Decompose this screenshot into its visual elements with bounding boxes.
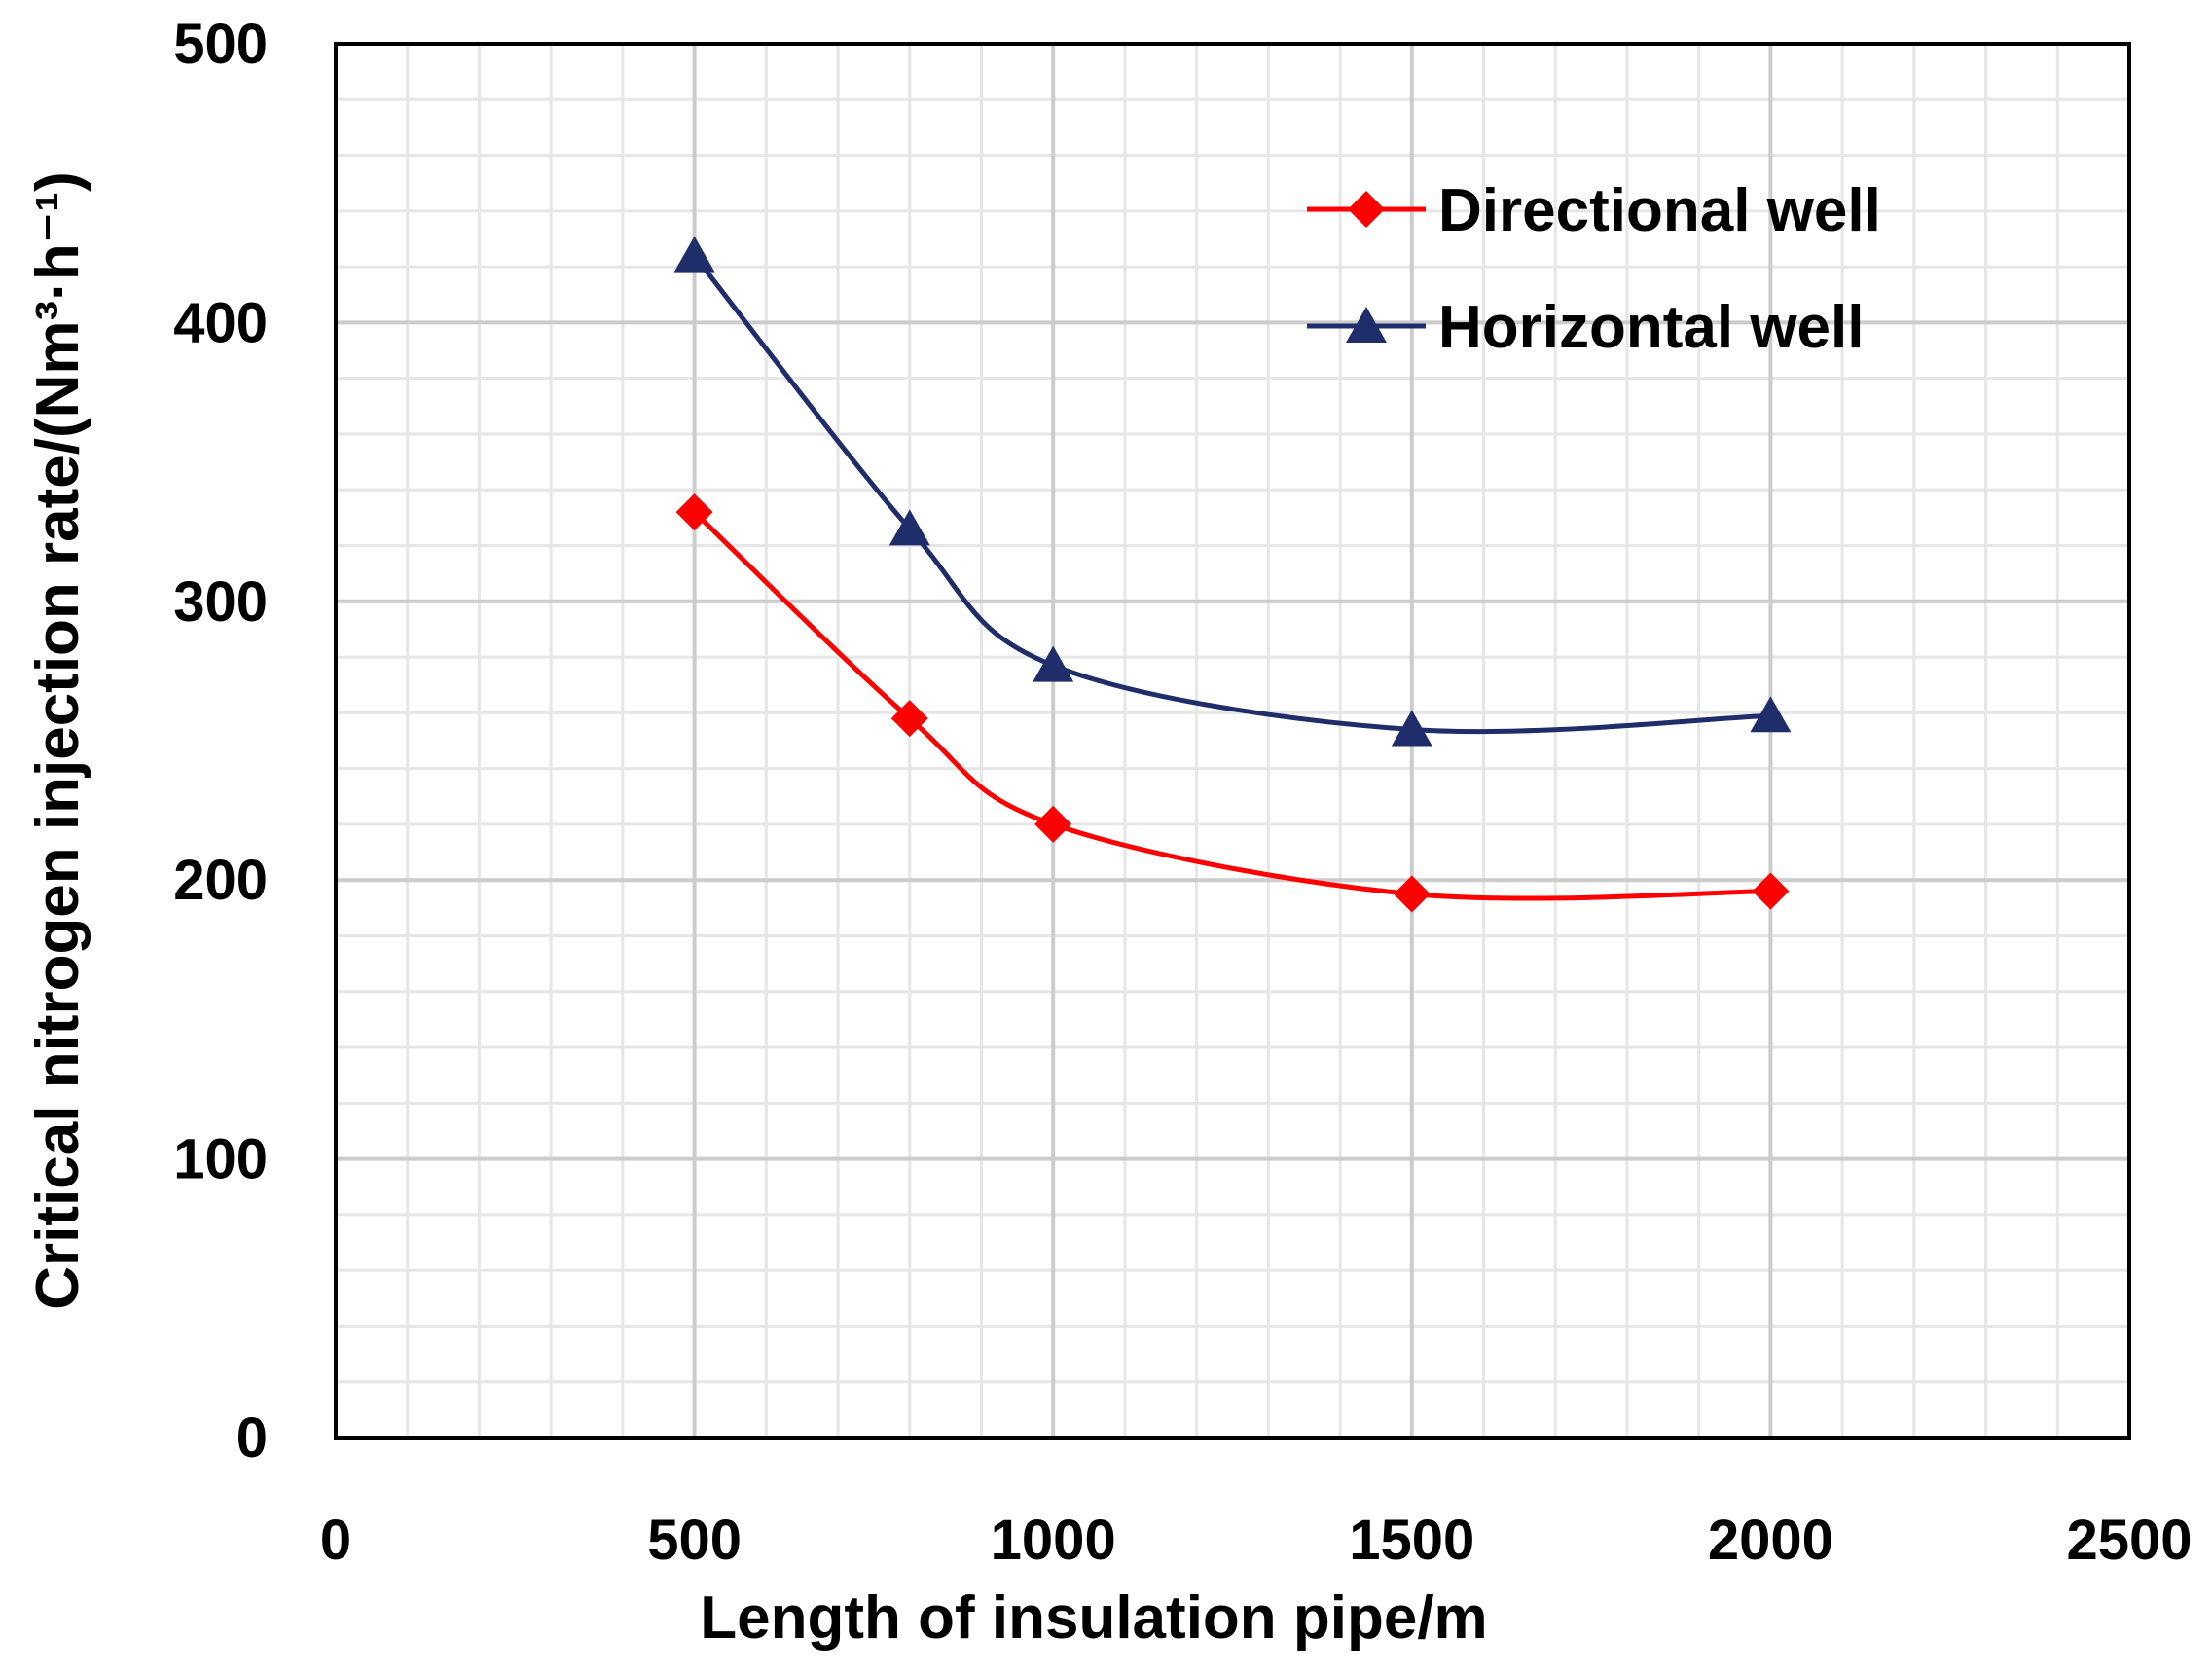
x-tick-label: 1500 <box>1349 1509 1474 1572</box>
y-tick-label: 400 <box>173 291 268 354</box>
minor-gridlines <box>336 44 2129 1438</box>
x-axis-title: Length of insulation pipe/m <box>700 1585 1487 1652</box>
data-point-directional-well <box>675 493 713 531</box>
plot-area-border <box>334 42 2131 1440</box>
data-point-horizontal-well <box>888 509 930 546</box>
y-tick-label: 300 <box>173 570 268 634</box>
x-axis-tick-labels: 0 500 1000 1500 2000 2500 <box>320 1509 2193 1572</box>
major-gridlines <box>336 44 2129 1438</box>
legend-marker-directional-well <box>1348 191 1385 228</box>
y-tick-label: 100 <box>173 1128 268 1191</box>
series-markers <box>673 236 1792 913</box>
x-tick-label: 2500 <box>2066 1509 2192 1572</box>
data-point-directional-well <box>1034 805 1072 843</box>
y-tick-label: 0 <box>236 1406 268 1470</box>
y-tick-label: 500 <box>173 13 268 76</box>
y-tick-label: 200 <box>173 849 268 912</box>
legend-marker-horizontal-well <box>1346 307 1387 343</box>
legend-label-horizontal-well: Horizontal well <box>1438 294 1864 361</box>
data-point-directional-well <box>1752 872 1790 910</box>
data-point-horizontal-well <box>673 236 715 273</box>
legend: Directional well Horizontal well <box>1307 177 1881 361</box>
x-tick-label: 2000 <box>1708 1509 1833 1572</box>
y-axis-title: Critical nitrogen injection rate/(Nm³·h⁻… <box>24 171 91 1309</box>
data-point-directional-well <box>890 700 928 738</box>
x-tick-label: 0 <box>320 1509 351 1572</box>
x-tick-label: 500 <box>647 1509 742 1572</box>
series-line-horizontal-well <box>692 254 1771 735</box>
data-point-horizontal-well <box>1033 645 1074 682</box>
series-lines <box>692 254 1771 901</box>
data-point-horizontal-well <box>1750 696 1792 733</box>
series-line-directional-well <box>692 510 1771 901</box>
data-point-directional-well <box>1393 875 1431 913</box>
x-tick-label: 1000 <box>991 1509 1116 1572</box>
legend-label-directional-well: Directional well <box>1438 177 1881 244</box>
y-axis-tick-labels: 0 100 200 300 400 500 <box>173 13 268 1470</box>
data-point-horizontal-well <box>1391 710 1432 747</box>
